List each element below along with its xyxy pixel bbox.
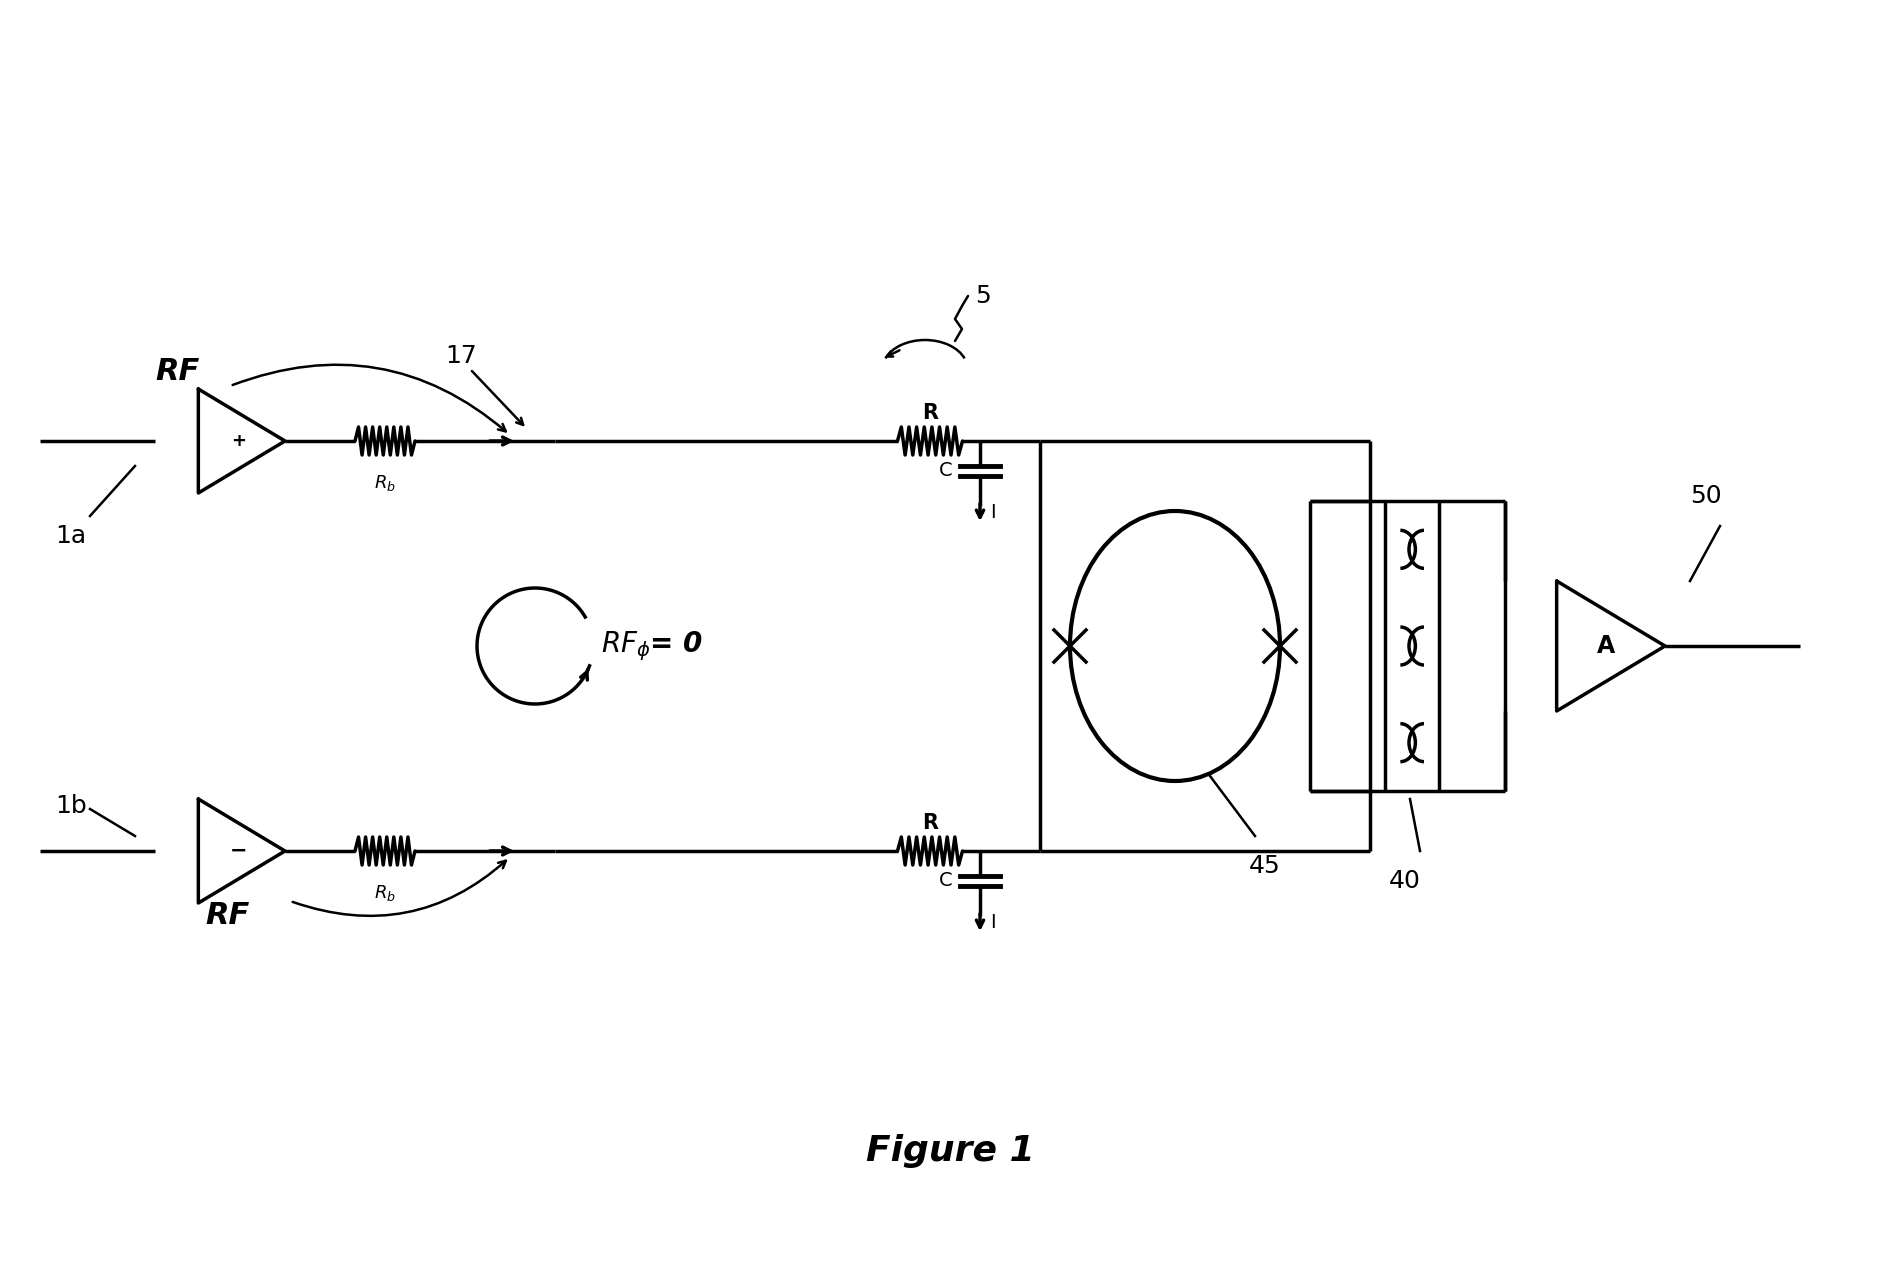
- Text: $R_b$: $R_b$: [374, 473, 395, 493]
- Text: 40: 40: [1390, 869, 1420, 893]
- Text: 1b: 1b: [55, 794, 87, 819]
- Text: C: C: [939, 461, 952, 480]
- Text: A: A: [1597, 634, 1616, 658]
- Text: +: +: [230, 432, 245, 450]
- Text: −: −: [230, 842, 247, 861]
- Text: I: I: [990, 503, 996, 523]
- Text: 5: 5: [975, 284, 990, 307]
- Text: 1a: 1a: [55, 524, 86, 548]
- Text: 50: 50: [1690, 484, 1722, 509]
- Text: Figure 1: Figure 1: [867, 1134, 1034, 1168]
- Text: R: R: [922, 813, 937, 833]
- Text: RF: RF: [205, 901, 249, 930]
- Text: I: I: [990, 913, 996, 933]
- Text: 17: 17: [445, 345, 477, 368]
- Text: RF: RF: [156, 357, 200, 386]
- Text: R: R: [922, 404, 937, 423]
- Text: C: C: [939, 871, 952, 890]
- Text: $RF_\phi$= 0: $RF_\phi$= 0: [601, 629, 703, 662]
- Text: $R_b$: $R_b$: [374, 883, 395, 903]
- Text: 45: 45: [1249, 854, 1281, 877]
